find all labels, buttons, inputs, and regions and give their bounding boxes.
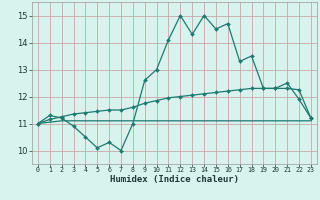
X-axis label: Humidex (Indice chaleur): Humidex (Indice chaleur) bbox=[110, 175, 239, 184]
